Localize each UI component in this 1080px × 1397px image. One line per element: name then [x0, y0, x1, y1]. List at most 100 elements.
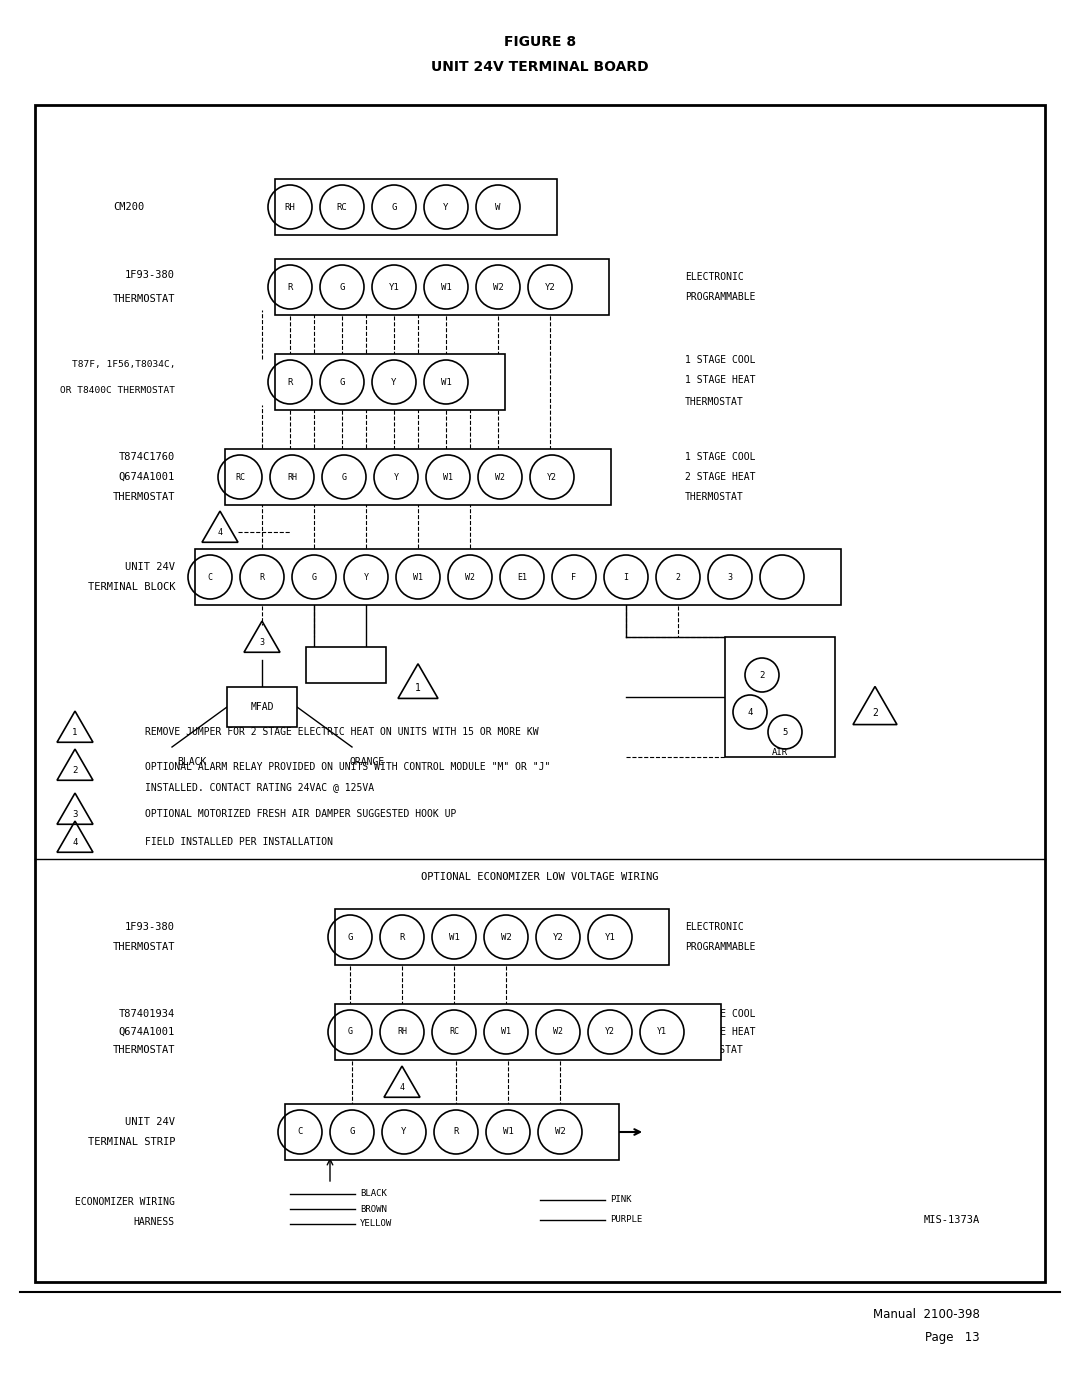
Text: W1: W1	[448, 933, 459, 942]
Text: 2: 2	[759, 671, 765, 679]
Text: MIS-1373A: MIS-1373A	[923, 1215, 980, 1225]
Text: ORANGE: ORANGE	[350, 757, 386, 767]
FancyBboxPatch shape	[285, 1104, 619, 1160]
Text: R: R	[287, 377, 293, 387]
Text: Q674A1001: Q674A1001	[119, 472, 175, 482]
Text: OPTIONAL ECONOMIZER LOW VOLTAGE WIRING: OPTIONAL ECONOMIZER LOW VOLTAGE WIRING	[421, 872, 659, 882]
FancyBboxPatch shape	[335, 1004, 721, 1060]
Text: RC: RC	[337, 203, 348, 211]
Text: THERMOSTAT: THERMOSTAT	[112, 293, 175, 305]
Text: I: I	[623, 573, 629, 581]
Text: 3: 3	[259, 638, 265, 647]
Text: THERMOSTAT: THERMOSTAT	[112, 942, 175, 951]
Text: E1: E1	[517, 573, 527, 581]
FancyBboxPatch shape	[225, 448, 611, 504]
Text: YELLOW: YELLOW	[360, 1220, 392, 1228]
Text: TERMINAL BLOCK: TERMINAL BLOCK	[87, 583, 175, 592]
FancyBboxPatch shape	[275, 353, 505, 409]
FancyBboxPatch shape	[35, 105, 1045, 1282]
FancyBboxPatch shape	[725, 637, 835, 757]
Text: W1: W1	[501, 1028, 511, 1037]
Text: 1: 1	[72, 728, 78, 738]
Text: 4: 4	[400, 1084, 405, 1092]
Text: W1: W1	[413, 573, 423, 581]
FancyBboxPatch shape	[306, 647, 386, 683]
Text: THERMOSTAT: THERMOSTAT	[685, 397, 744, 407]
Text: Y2: Y2	[544, 282, 555, 292]
Text: AIR: AIR	[772, 747, 788, 757]
Text: R: R	[259, 573, 265, 581]
Text: Q674A1001: Q674A1001	[119, 1027, 175, 1037]
Text: OPTIONAL MOTORIZED FRESH AIR DAMPER SUGGESTED HOOK UP: OPTIONAL MOTORIZED FRESH AIR DAMPER SUGG…	[145, 809, 457, 819]
Text: PROGRAMMABLE: PROGRAMMABLE	[685, 292, 756, 302]
Text: W2: W2	[492, 282, 503, 292]
Text: THERMOSTAT: THERMOSTAT	[112, 1045, 175, 1055]
FancyBboxPatch shape	[227, 687, 297, 726]
Text: W2: W2	[465, 573, 475, 581]
Text: 3: 3	[728, 573, 732, 581]
Text: 2: 2	[72, 767, 78, 775]
Text: 2 STAGE HEAT: 2 STAGE HEAT	[685, 472, 756, 482]
Text: TERMINAL STRIP: TERMINAL STRIP	[87, 1137, 175, 1147]
Text: T874C1760: T874C1760	[119, 453, 175, 462]
Text: BROWN: BROWN	[360, 1204, 387, 1214]
FancyBboxPatch shape	[275, 179, 557, 235]
Text: UNIT 24V: UNIT 24V	[125, 562, 175, 571]
Text: W2: W2	[553, 1028, 563, 1037]
Text: F: F	[571, 573, 577, 581]
Text: Y2: Y2	[605, 1028, 615, 1037]
Text: 3: 3	[72, 810, 78, 820]
Text: C: C	[207, 573, 213, 581]
Text: 5: 5	[782, 728, 787, 736]
Text: Y1: Y1	[657, 1028, 667, 1037]
Text: UNIT 24V TERMINAL BOARD: UNIT 24V TERMINAL BOARD	[431, 60, 649, 74]
Text: FIGURE 8: FIGURE 8	[504, 35, 576, 49]
Text: Y1: Y1	[605, 933, 616, 942]
Text: ECONOMIZER WIRING: ECONOMIZER WIRING	[76, 1197, 175, 1207]
Text: PURPLE: PURPLE	[610, 1215, 643, 1225]
Text: W: W	[496, 203, 501, 211]
Text: Y2: Y2	[553, 933, 564, 942]
Text: T87F, 1F56,T8034C,: T87F, 1F56,T8034C,	[71, 359, 175, 369]
Text: W2: W2	[555, 1127, 565, 1137]
Text: 2 STAGE HEAT: 2 STAGE HEAT	[685, 1027, 756, 1037]
Text: G: G	[349, 1127, 354, 1137]
Text: 1F93-380: 1F93-380	[125, 270, 175, 279]
Text: HARNESS: HARNESS	[134, 1217, 175, 1227]
Text: RH: RH	[287, 472, 297, 482]
FancyBboxPatch shape	[195, 549, 841, 605]
Text: Y2: Y2	[546, 472, 557, 482]
Text: C: C	[297, 1127, 302, 1137]
Text: 4: 4	[72, 838, 78, 848]
Text: 1F93-380: 1F93-380	[125, 922, 175, 932]
Text: Y: Y	[364, 573, 368, 581]
Text: REMOVE JUMPER FOR 2 STAGE ELECTRIC HEAT ON UNITS WITH 15 OR MORE KW: REMOVE JUMPER FOR 2 STAGE ELECTRIC HEAT …	[145, 726, 539, 738]
Text: Y: Y	[393, 472, 399, 482]
Text: BLACK: BLACK	[360, 1189, 387, 1199]
Text: Y1: Y1	[389, 282, 400, 292]
Text: 1: 1	[415, 683, 421, 693]
Text: THERMOSTAT: THERMOSTAT	[685, 492, 744, 502]
Text: W1: W1	[441, 377, 451, 387]
Text: ELECTRONIC: ELECTRONIC	[685, 922, 744, 932]
Text: 4: 4	[747, 707, 753, 717]
Text: Y: Y	[391, 377, 396, 387]
Text: W2: W2	[495, 472, 505, 482]
Text: R: R	[400, 933, 405, 942]
Text: Manual  2100-398: Manual 2100-398	[873, 1309, 980, 1322]
Text: 2: 2	[872, 708, 878, 718]
Text: G: G	[341, 472, 347, 482]
Text: THERMOSTAT: THERMOSTAT	[685, 1045, 744, 1055]
Text: 1 STAGE COOL: 1 STAGE COOL	[685, 355, 756, 365]
Text: G: G	[339, 377, 345, 387]
Text: G: G	[339, 282, 345, 292]
Text: RC: RC	[235, 472, 245, 482]
Text: 1 STAGE HEAT: 1 STAGE HEAT	[685, 374, 756, 386]
Text: FIELD INSTALLED PER INSTALLATION: FIELD INSTALLED PER INSTALLATION	[145, 837, 333, 847]
Text: BLACK: BLACK	[177, 757, 206, 767]
Text: THERMOSTAT: THERMOSTAT	[112, 492, 175, 502]
Text: W1: W1	[502, 1127, 513, 1137]
Text: Y: Y	[443, 203, 448, 211]
Text: G: G	[348, 1028, 352, 1037]
Text: OPTIONAL ALARM RELAY PROVIDED ON UNITS WITH CONTROL MODULE "M" OR "J": OPTIONAL ALARM RELAY PROVIDED ON UNITS W…	[145, 761, 551, 773]
